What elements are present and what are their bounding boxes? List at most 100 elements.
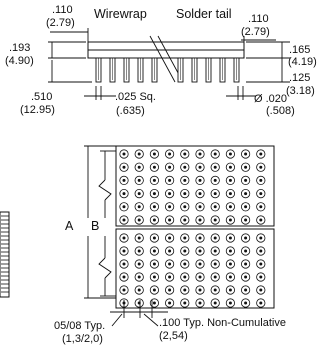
hole-center [259, 205, 262, 208]
hole-center [229, 192, 232, 195]
hole-center [199, 302, 202, 305]
hole-center [259, 276, 262, 279]
hole-center [153, 153, 156, 156]
hole-center [183, 302, 186, 305]
hole-center [259, 192, 262, 195]
hole-center [123, 166, 126, 169]
hole-center [214, 302, 217, 305]
hole-center [259, 263, 262, 266]
pin-row [96, 58, 239, 82]
dim-left-width-mm: (2.79) [46, 17, 75, 29]
hole-center [153, 250, 156, 253]
hole-center [183, 205, 186, 208]
hole-center [244, 179, 247, 182]
hole-center [259, 219, 262, 222]
hole-center [123, 250, 126, 253]
hole-center [199, 276, 202, 279]
label-wirewrap: Wirewrap [94, 7, 147, 21]
hole-center [168, 192, 171, 195]
hole-center [229, 179, 232, 182]
dim-right-tail-in: .125 [289, 72, 310, 84]
b-break-upper [99, 180, 111, 200]
hole-center [168, 302, 171, 305]
hole-center [138, 237, 141, 240]
hole-center [199, 219, 202, 222]
hole-center [199, 179, 202, 182]
hole-center [244, 237, 247, 240]
hole-center [214, 205, 217, 208]
hole-center [214, 276, 217, 279]
hole-center [153, 263, 156, 266]
pitch-leader [144, 314, 158, 326]
hole-center [214, 179, 217, 182]
dim-body-height-mm: (4.90) [5, 55, 34, 67]
hole-center [244, 302, 247, 305]
dim-tail-length-in: .510 [31, 91, 52, 103]
hole-center [153, 276, 156, 279]
hole-center [183, 276, 186, 279]
hole-center [244, 166, 247, 169]
hole-center [138, 192, 141, 195]
hole-center [123, 276, 126, 279]
b-break-lower [99, 258, 111, 278]
hole-center [183, 263, 186, 266]
hole-center [168, 250, 171, 253]
hole-center [123, 192, 126, 195]
hole-center [214, 263, 217, 266]
hole-center [168, 205, 171, 208]
hole-center [138, 250, 141, 253]
hole-center [123, 179, 126, 182]
hole-center [183, 237, 186, 240]
dim-right-width-in: .110 [248, 13, 269, 25]
hole-center [259, 237, 262, 240]
edge-note-in: 05/08 Typ. [54, 320, 105, 332]
hole-center [168, 289, 171, 292]
hole-center [153, 302, 156, 305]
hole-center [199, 166, 202, 169]
hole-center [183, 153, 186, 156]
hole-center [229, 276, 232, 279]
hole-center [259, 179, 262, 182]
dim-pin-square-mm: (.635) [116, 105, 145, 117]
hole-center [138, 153, 141, 156]
hole-center [153, 219, 156, 222]
hole-center [229, 219, 232, 222]
hole-center [259, 166, 262, 169]
hole-center [199, 192, 202, 195]
hole-center [244, 153, 247, 156]
edge-connector-icon [0, 212, 9, 297]
hole-center [183, 289, 186, 292]
dim-right-height-in: .165 [289, 44, 310, 56]
hole-center [199, 250, 202, 253]
hole-center [244, 263, 247, 266]
hole-center [259, 289, 262, 292]
hole-center [168, 237, 171, 240]
hole-center [168, 153, 171, 156]
hole-center [168, 263, 171, 266]
hole-center [214, 219, 217, 222]
dim-body-height-in: .193 [9, 42, 30, 54]
hole-center [123, 205, 126, 208]
hole-center [183, 250, 186, 253]
hole-center [244, 192, 247, 195]
hole-center [183, 179, 186, 182]
hole-center [229, 302, 232, 305]
hole-center [123, 237, 126, 240]
pitch-note-mm: (2,54) [159, 330, 188, 342]
hole-center [183, 219, 186, 222]
hole-center [244, 250, 247, 253]
hole-center [138, 166, 141, 169]
hole-center [214, 250, 217, 253]
hole-center [153, 166, 156, 169]
edge-note-mm: (1,3/2,0) [62, 333, 103, 345]
hole-center [229, 237, 232, 240]
hole-center [229, 250, 232, 253]
dim-tail-length-mm: (12.95) [20, 104, 55, 116]
hole-center [123, 263, 126, 266]
hole-center [244, 289, 247, 292]
hole-center [168, 276, 171, 279]
dim-right-height-mm: (4.19) [288, 56, 317, 68]
hole-center [214, 192, 217, 195]
hole-center [199, 237, 202, 240]
